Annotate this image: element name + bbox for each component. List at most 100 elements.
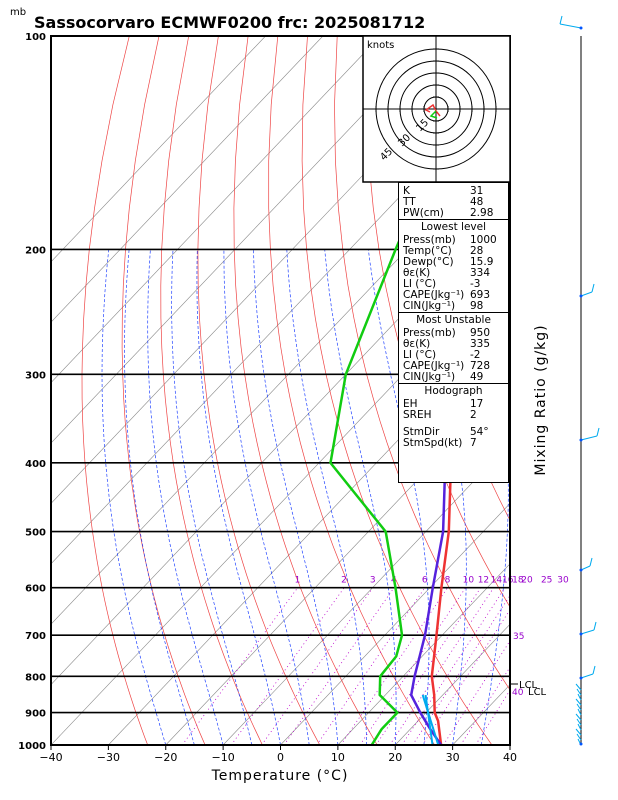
mixing-ratio-line [412, 594, 510, 745]
panel-row-value: 2.98 [470, 207, 494, 219]
background-grid [51, 36, 618, 745]
mixing-ratio-label: 20 [521, 576, 533, 586]
panel-row-value: 335 [470, 338, 491, 350]
panel-row: θε(K) 335 [399, 339, 508, 350]
pressure-tick-label: 300 [25, 370, 46, 381]
mixing-ratio-label: 1 [295, 576, 301, 586]
panel-row-value: 17 [470, 398, 484, 410]
panel-row: Dewp(°C) 15.9 [399, 257, 508, 268]
panel-row-value: 728 [470, 360, 491, 372]
x-tick-label: −10 [212, 751, 235, 764]
panel-row: PW(cm) 2.98 [399, 208, 508, 219]
wind-barb [577, 723, 582, 731]
mixing-ratio-line [261, 587, 374, 745]
isotherm-line [337, 563, 510, 745]
wind-barb [580, 291, 593, 297]
isotherm-line [51, 36, 381, 384]
mixing-ratio-label: 6 [422, 576, 428, 586]
isotherm-line [51, 36, 266, 263]
panel-row-value: 49 [470, 371, 484, 383]
pressure-tick-label: 800 [25, 672, 46, 683]
x-tick-label: 40 [503, 751, 517, 764]
dewpoint-profile [329, 36, 497, 745]
dry-adiabat-line [233, 36, 378, 745]
mixing-ratio-line [475, 689, 510, 745]
lcl-mix-label: 40 [512, 688, 524, 698]
pressure-tick-label: 900 [25, 709, 46, 720]
lcl-label-2: LCL [528, 687, 547, 698]
panel-row-label: PW(cm) [403, 207, 444, 219]
wind-barb-flag [596, 427, 600, 437]
wind-barb-flag [559, 15, 563, 25]
panel-row: LI (°C) -3 [399, 279, 508, 290]
stability-indices: K 31 TT 48 PW(cm) 2.98 [399, 186, 508, 219]
panel-row-label: θε(K) [403, 338, 431, 350]
parcel-shading-line [424, 694, 434, 745]
panel-row: θε(K) 334 [399, 268, 508, 279]
moist-adiabat-line [253, 249, 339, 745]
pressure-tick-label: 400 [25, 459, 46, 470]
panel-row: EH 17 [399, 399, 508, 410]
dry-adiabat-line [121, 36, 206, 745]
panel-row-label: Dewp(°C) [403, 256, 454, 268]
most-unstable-section: Most Unstable Press(mb) 950 θε(K) 335 LI (°C… [399, 312, 508, 383]
panel-row-value: 2 [470, 409, 477, 421]
dry-adiabat-line [365, 36, 510, 608]
isotherm-line [51, 201, 510, 686]
pressure-tick-label: 200 [25, 245, 46, 256]
wind-barb [575, 698, 582, 706]
panel-row-label: CAPE(Jkg⁻¹) [403, 360, 465, 372]
moist-adiabat-line [147, 249, 224, 745]
isotherm-line [280, 502, 510, 745]
x-tick-label: 20 [388, 751, 402, 764]
moist-adiabat-line [124, 249, 195, 745]
isotherm-line [222, 442, 510, 745]
temperature-axis: −40 −30 −20 −10 0 10 20 30 40 [39, 745, 517, 764]
panel-row-label: LI (°C) [403, 278, 437, 290]
mixing-ratio-line [422, 609, 510, 745]
wind-barb [575, 713, 582, 721]
wind-barb [576, 718, 582, 726]
x-tick-label: 30 [446, 751, 460, 764]
mixing-ratio-label: 14 [491, 576, 503, 586]
mixing-ratio-label: 18 [512, 576, 524, 586]
panel-row: CIN(Jkg⁻¹) 98 [399, 301, 508, 312]
dry-adiabat-line [545, 36, 618, 745]
isotherm-line [51, 261, 510, 745]
panel-row-value: 950 [470, 327, 491, 339]
x-tick-label: −40 [39, 751, 62, 764]
panel-row: Press(mb) 1000 [399, 235, 508, 246]
panel-row-value: 98 [470, 300, 484, 312]
wind-level-dot [579, 676, 583, 680]
pressure-tick-label: 700 [25, 631, 46, 642]
panel-row-label: SREH [403, 409, 432, 421]
panel-row-label: StmSpd(kt) [403, 437, 463, 449]
mixing-ratio-label: 8 [445, 576, 451, 586]
x-axis-label: Temperature (°C) [211, 768, 349, 784]
hodograph-trace-low [429, 110, 438, 119]
mixing-ratio-label: 30 [557, 576, 569, 586]
panel-row: LI (°C) -2 [399, 350, 508, 361]
isotherm-line [51, 36, 324, 323]
wind-barb [559, 23, 582, 29]
mixing-ratio-label: 16 [502, 576, 514, 586]
mixing-ratio-line [442, 640, 510, 745]
mixing-ratio-label: 12 [478, 576, 489, 586]
lowest-level-section: Lowest level Press(mb) 1000 Temp(°C) 28 Dewp… [399, 219, 508, 312]
hodograph-section: Hodograph EH 17 SREH 2 StmDir 54° StmSpd(kt) 7 [399, 383, 508, 449]
pressure-unit-label: mb [10, 7, 26, 18]
panel-row-label: StmDir [403, 426, 440, 438]
wind-barb [575, 683, 582, 691]
lcl-label: LCL [519, 680, 538, 691]
panel-row-label: EH [403, 398, 418, 410]
wind-barb [580, 565, 591, 571]
wind-barb [576, 688, 582, 696]
x-tick-label: −30 [97, 751, 120, 764]
hodograph-unit: knots [367, 40, 394, 51]
panel-row: K 31 [399, 186, 508, 197]
wind-barb-flag [591, 283, 595, 293]
wind-barb [575, 728, 582, 736]
moist-adiabat-line [171, 249, 253, 745]
wind-barb [580, 673, 594, 679]
